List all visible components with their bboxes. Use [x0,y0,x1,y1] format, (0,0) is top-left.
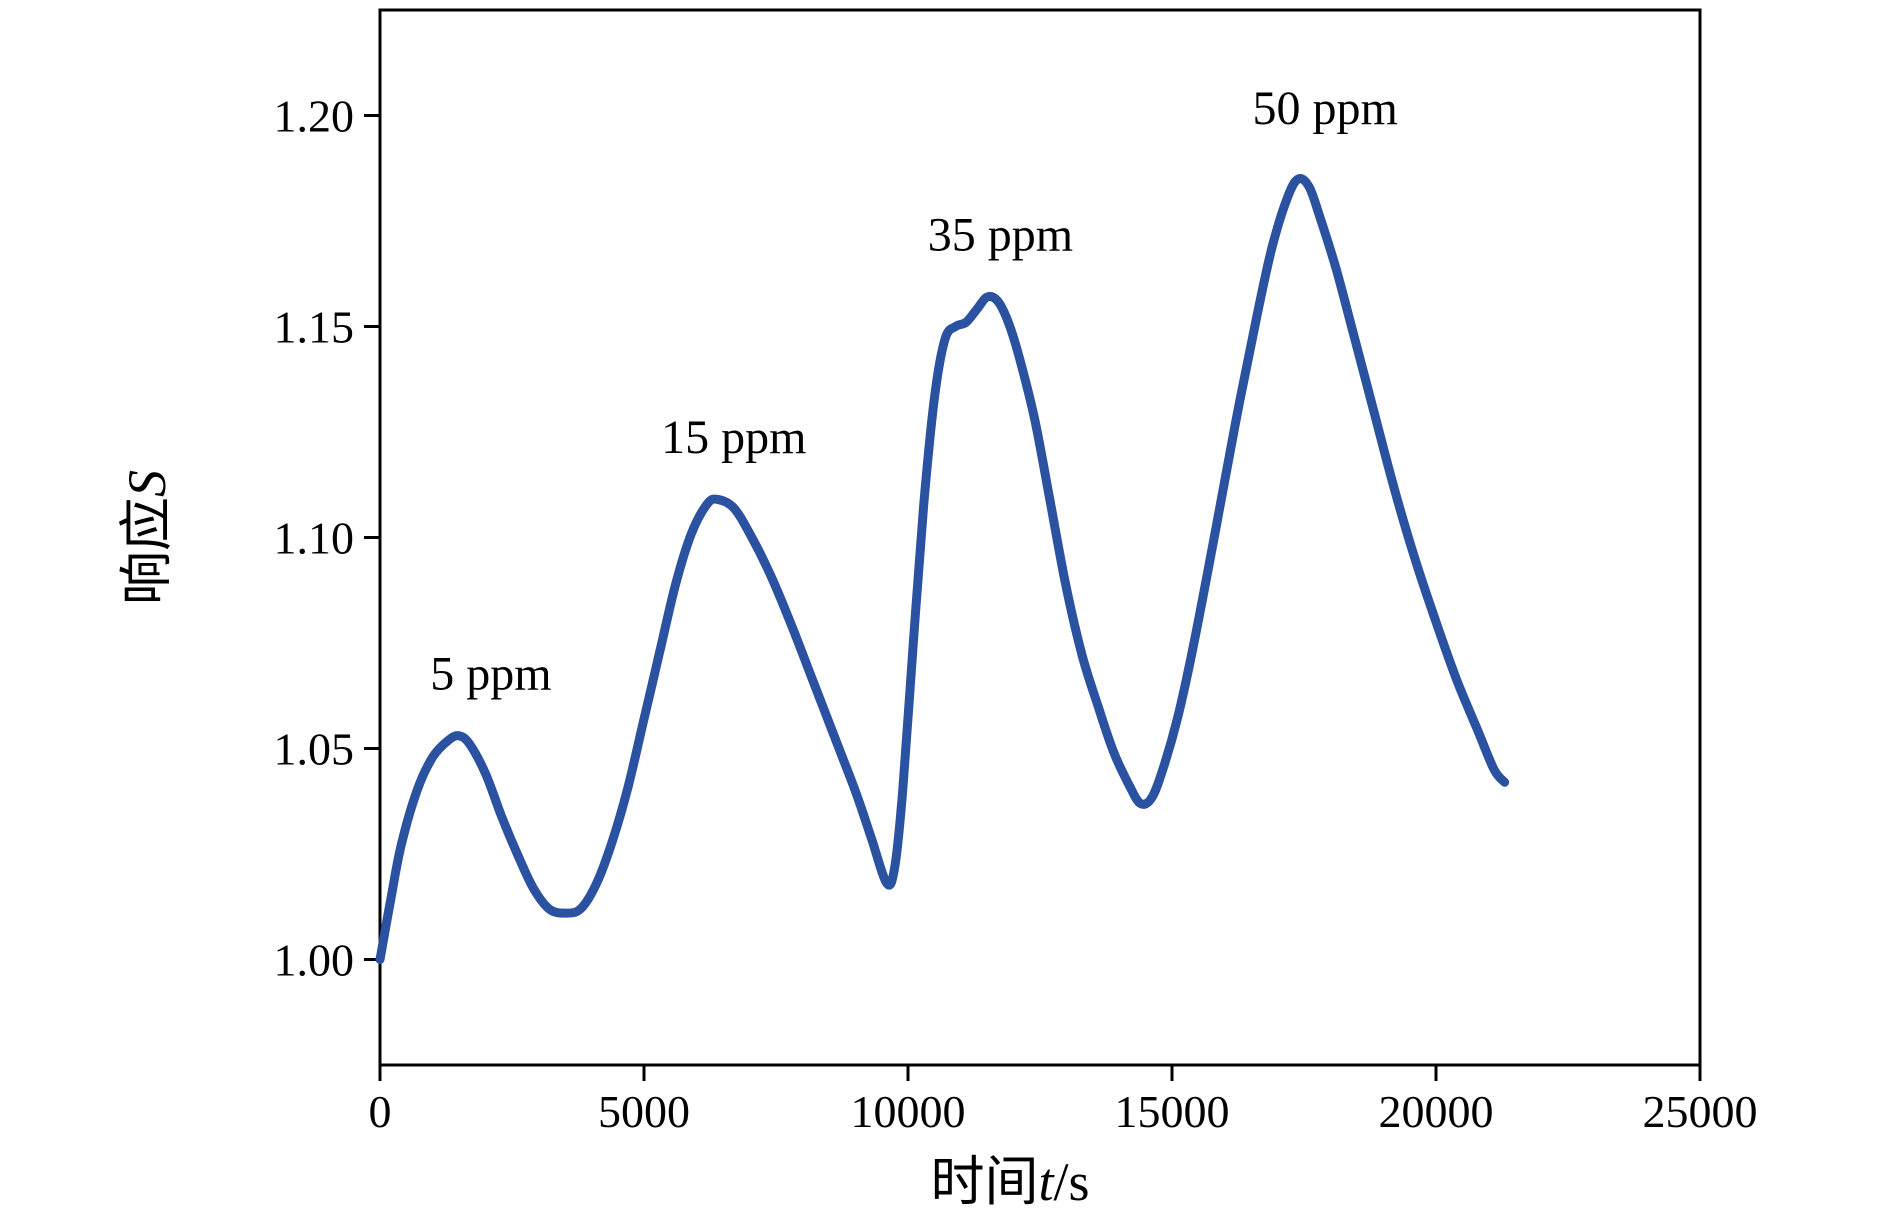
y-tick-label: 1.15 [274,302,355,353]
y-tick-label: 1.00 [274,935,355,986]
response-curve [375,174,1510,964]
y-axis-label: 响应S [117,470,177,605]
y-tick-label: 1.20 [274,91,355,142]
annotation-35-ppm: 35 ppm [928,209,1073,262]
annotation-50-ppm: 50 ppm [1252,82,1397,135]
x-axis-label: 时间t/s [930,1152,1089,1212]
x-tick-label: 15000 [1115,1086,1230,1137]
x-tick-label: 0 [369,1086,392,1137]
annotation-5-ppm: 5 ppm [430,647,551,700]
x-tick-label: 5000 [598,1086,690,1137]
y-tick-label: 1.10 [274,513,355,564]
x-tick-label: 10000 [851,1086,966,1137]
x-tick-label: 20000 [1379,1086,1494,1137]
annotation-15-ppm: 15 ppm [661,411,806,464]
y-tick-label: 1.05 [274,724,355,775]
x-tick-label: 25000 [1643,1086,1758,1137]
